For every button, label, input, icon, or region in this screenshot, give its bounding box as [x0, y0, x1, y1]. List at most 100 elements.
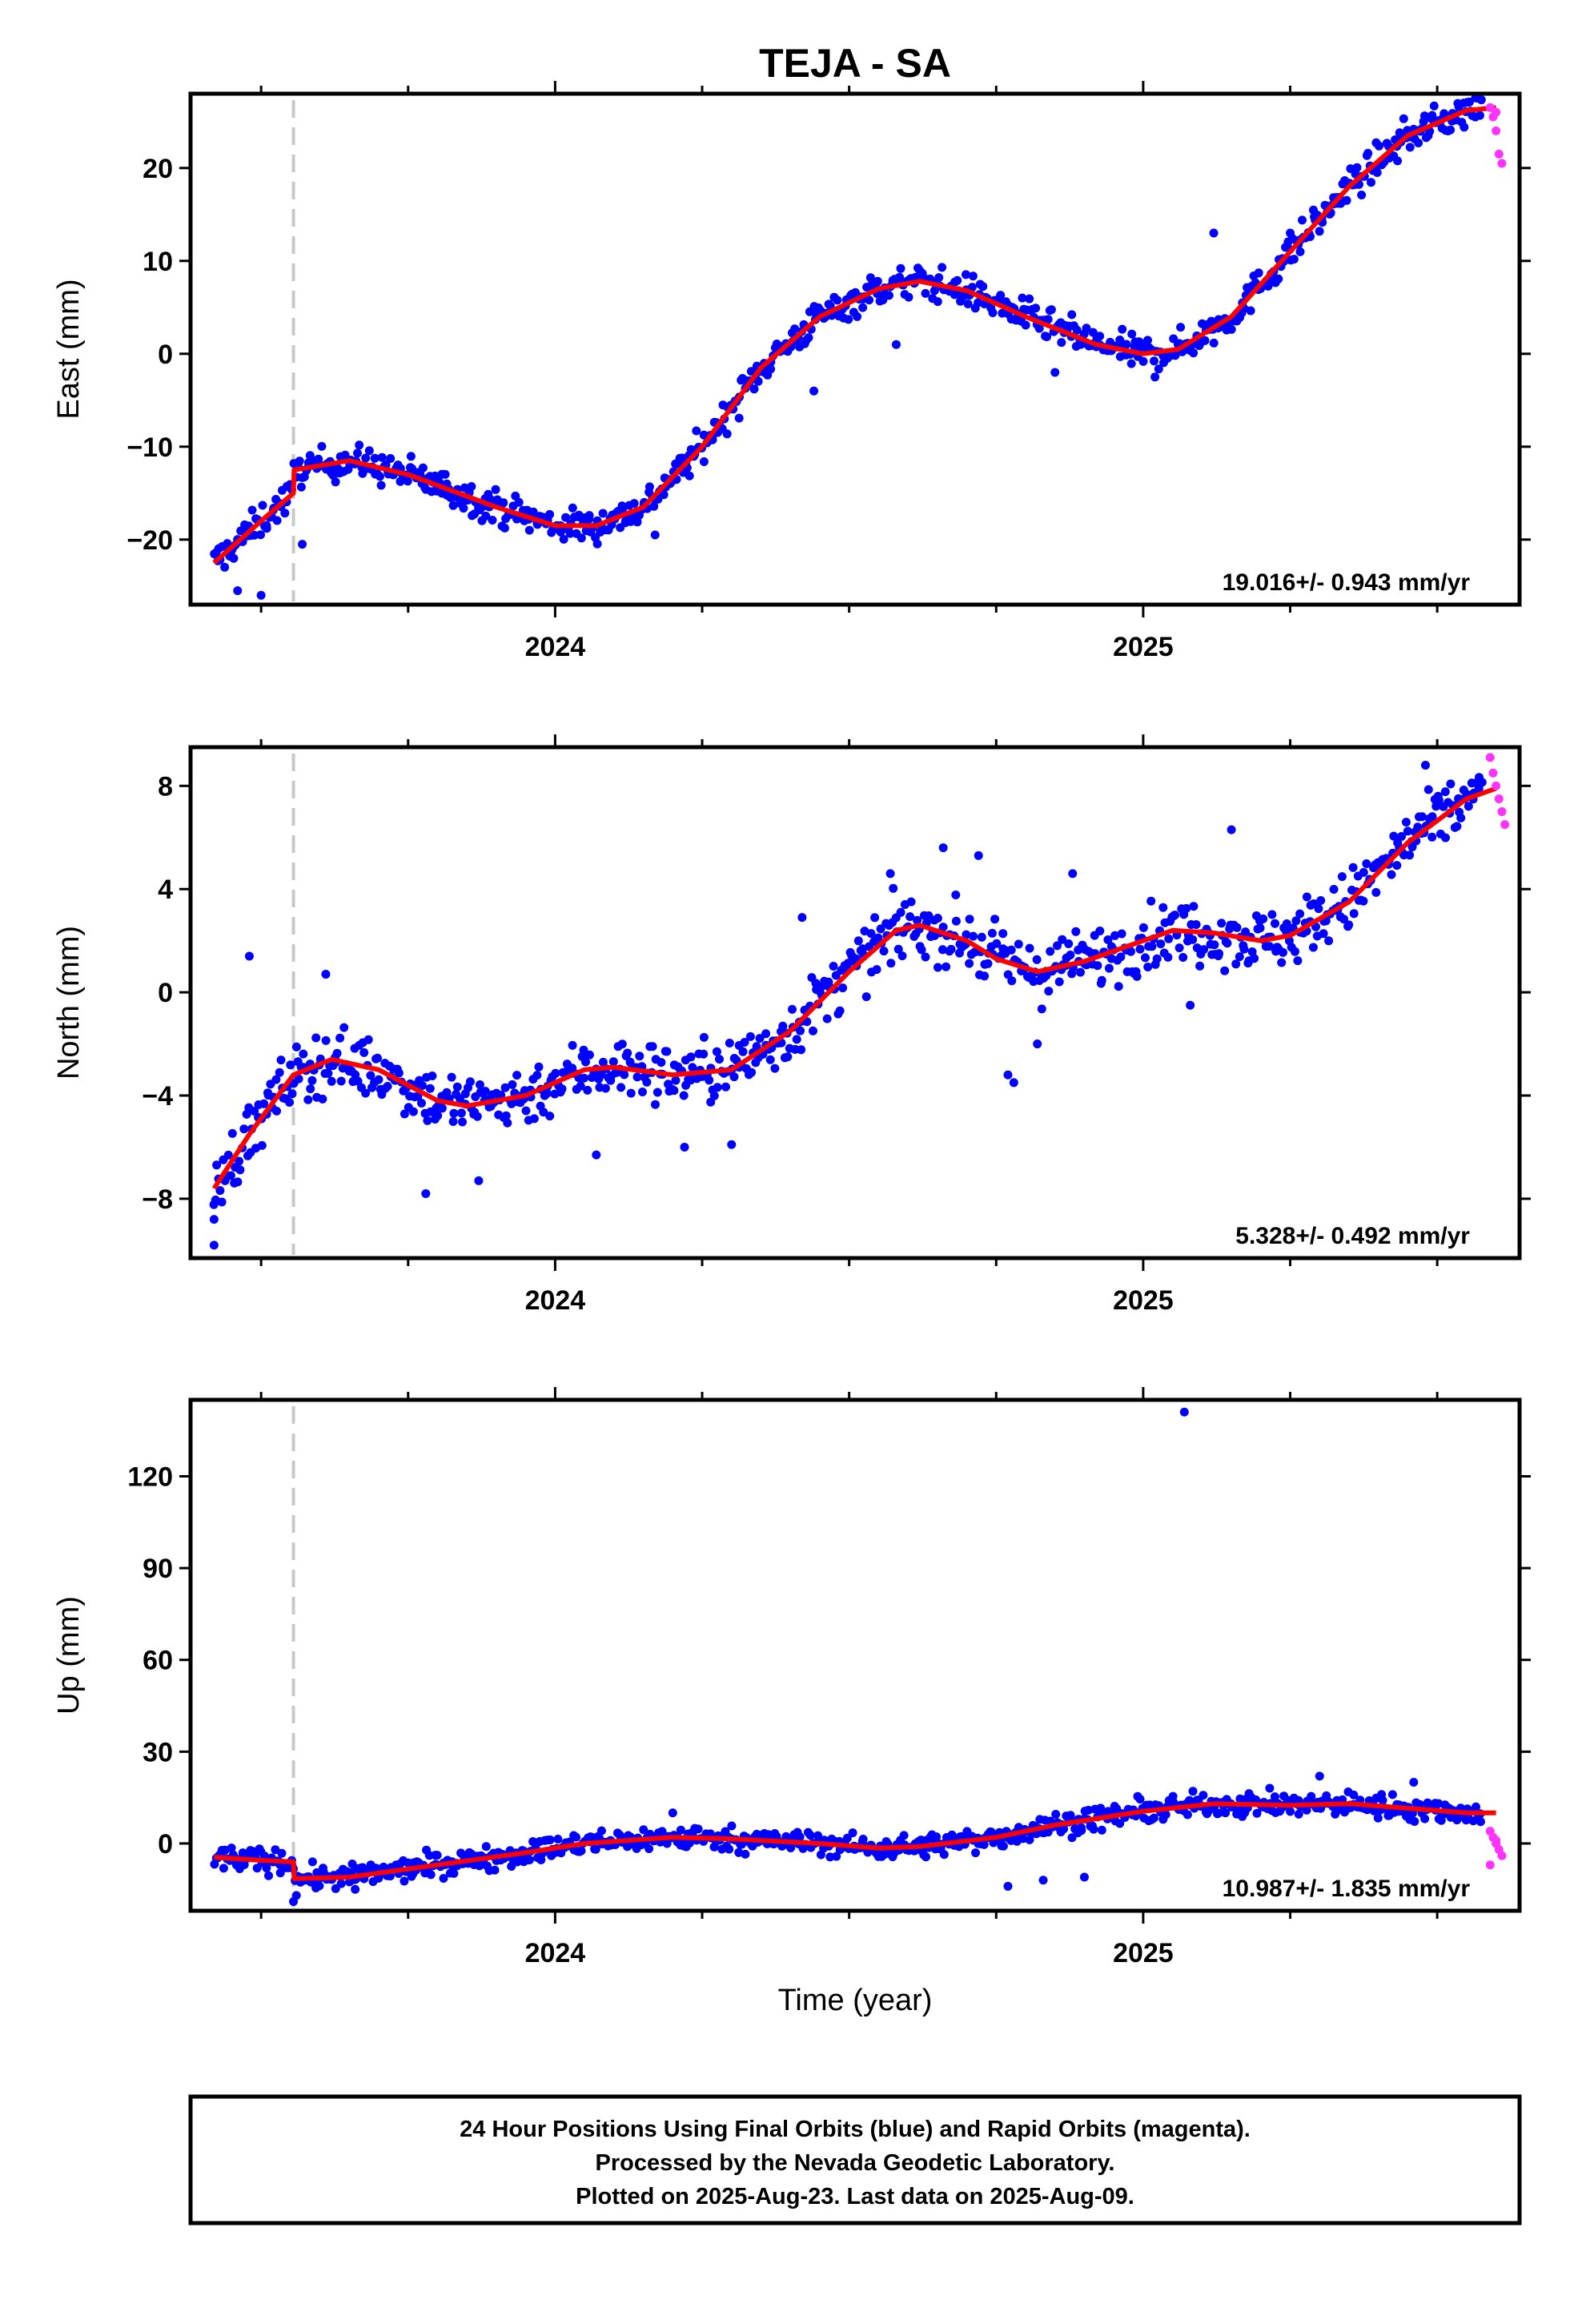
- final-point: [239, 1124, 249, 1134]
- final-point: [303, 1095, 313, 1104]
- final-point: [1302, 892, 1311, 902]
- final-point: [946, 944, 956, 954]
- final-point: [1114, 982, 1123, 991]
- final-point: [1315, 227, 1324, 236]
- final-point: [1319, 929, 1328, 939]
- final-point: [1472, 1802, 1480, 1811]
- final-point: [1161, 1810, 1170, 1819]
- final-point: [1195, 961, 1205, 971]
- north-y-tick-label: −4: [142, 1081, 173, 1112]
- final-point: [1046, 305, 1056, 315]
- final-point: [223, 1150, 233, 1160]
- footer-line-2: Processed by the Nevada Geodetic Laborat…: [596, 2150, 1115, 2176]
- final-point: [377, 452, 387, 462]
- final-point: [1126, 947, 1135, 956]
- final-point: [521, 1106, 531, 1116]
- final-point: [680, 1142, 689, 1152]
- final-point: [591, 1844, 600, 1854]
- final-point: [1058, 935, 1067, 944]
- final-point: [565, 529, 575, 538]
- final-point: [1460, 123, 1469, 132]
- up-rapid-points: [1485, 1827, 1507, 1870]
- final-point: [835, 1006, 845, 1015]
- final-point: [974, 850, 983, 860]
- final-point: [332, 1048, 342, 1058]
- final-point: [1152, 954, 1162, 963]
- final-point: [1401, 818, 1411, 827]
- final-point: [1274, 274, 1283, 283]
- final-point: [963, 300, 973, 308]
- north-x-tick-label: 2025: [1113, 1285, 1174, 1316]
- east-y-axis-label: East (mm): [52, 279, 86, 419]
- final-point: [885, 291, 893, 300]
- final-point: [317, 441, 327, 451]
- final-point: [481, 1842, 491, 1852]
- final-point: [1329, 885, 1339, 894]
- final-point: [737, 1839, 747, 1849]
- final-point: [557, 1084, 567, 1094]
- final-point: [336, 1879, 346, 1888]
- final-point: [1076, 967, 1085, 977]
- final-point: [364, 446, 374, 456]
- final-point: [374, 1075, 383, 1084]
- final-point: [662, 1047, 672, 1056]
- final-point: [314, 454, 323, 464]
- final-point: [1362, 859, 1371, 868]
- final-point: [1441, 833, 1450, 842]
- final-point: [1295, 247, 1305, 256]
- final-point: [592, 1150, 601, 1160]
- final-point: [1115, 1819, 1125, 1828]
- final-point: [962, 930, 971, 939]
- final-point: [1006, 945, 1016, 955]
- final-point: [1298, 215, 1307, 225]
- final-point: [1079, 1872, 1089, 1882]
- final-point: [1270, 1792, 1279, 1802]
- final-point: [933, 297, 942, 307]
- final-point: [433, 1111, 443, 1120]
- final-point: [879, 947, 889, 956]
- footer-border: [188, 2094, 1522, 2225]
- final-point: [447, 1072, 456, 1082]
- final-point: [1221, 1808, 1231, 1818]
- final-point: [1188, 1787, 1198, 1796]
- final-point: [620, 1070, 629, 1080]
- final-point: [336, 1076, 346, 1086]
- final-point: [979, 1839, 989, 1849]
- final-point: [1363, 148, 1373, 158]
- final-point: [242, 1109, 251, 1119]
- final-point: [1154, 364, 1163, 374]
- final-point: [1003, 1070, 1013, 1080]
- north-model-curve: [211, 786, 1497, 1190]
- final-point: [1054, 977, 1064, 987]
- final-point: [747, 1068, 757, 1077]
- final-point: [650, 530, 660, 540]
- final-point: [572, 1832, 580, 1842]
- final-point: [1295, 909, 1305, 919]
- final-point: [1414, 139, 1423, 147]
- final-point: [1191, 920, 1201, 929]
- east-x-tick-label: 2025: [1113, 632, 1174, 662]
- final-point: [1096, 1803, 1106, 1813]
- final-point: [229, 553, 239, 563]
- final-point: [893, 944, 903, 954]
- final-point: [306, 1084, 315, 1094]
- final-point: [275, 1868, 285, 1878]
- final-point: [671, 1076, 681, 1085]
- final-point: [1143, 963, 1153, 971]
- final-point: [1223, 939, 1232, 948]
- final-point: [1302, 1805, 1311, 1815]
- final-point: [406, 452, 416, 461]
- final-point: [738, 1047, 748, 1056]
- final-point: [1220, 966, 1230, 975]
- final-point: [307, 1857, 317, 1867]
- final-point: [259, 1099, 269, 1108]
- final-point: [1417, 812, 1427, 822]
- final-point: [699, 1049, 709, 1059]
- final-point: [584, 1050, 594, 1059]
- final-point: [933, 914, 942, 923]
- final-point: [693, 1824, 703, 1834]
- final-point: [712, 1047, 721, 1056]
- rapid-point: [1492, 1835, 1501, 1845]
- final-point: [734, 413, 744, 423]
- final-point: [844, 315, 853, 324]
